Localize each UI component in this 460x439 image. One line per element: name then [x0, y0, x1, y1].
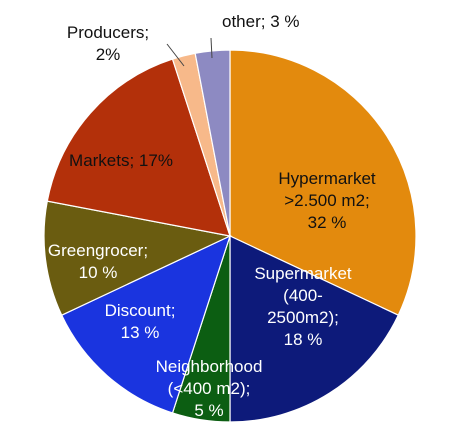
data-label-neighborhood: Neighborhood (<400 m2); 5 %	[156, 357, 263, 420]
data-label-greengrocer: Greengrocer; 10 %	[48, 241, 148, 282]
data-label-line: Markets; 17%	[69, 151, 173, 170]
data-label-line: Hypermarket	[278, 169, 376, 188]
data-label-line: Neighborhood	[156, 357, 263, 376]
data-label-line: 10 %	[79, 263, 118, 282]
data-label-other: other; 3 %	[222, 12, 300, 31]
pie-slice-markets	[46, 58, 231, 237]
data-label-discount: Discount; 13 %	[105, 301, 176, 342]
data-label-line: Supermarket	[254, 264, 352, 283]
leader-line-other	[210, 37, 213, 59]
data-label-line: Greengrocer;	[48, 241, 148, 260]
leader-line-producers	[166, 43, 185, 67]
data-label-line: (<400 m2);	[168, 379, 251, 398]
pie-slice-supermarket	[229, 235, 400, 423]
data-label-line: 32 %	[308, 213, 347, 232]
data-label-line: 2%	[96, 45, 121, 64]
data-label-supermarket: Supermarket (400- 2500m2); 18 %	[254, 264, 352, 349]
data-label-line: 13 %	[121, 323, 160, 342]
pie-slice-discount	[60, 234, 231, 414]
data-label-line: (400-	[283, 286, 323, 305]
data-label-line: 5 %	[194, 401, 223, 420]
pie-slice-other	[194, 49, 231, 237]
data-label-line: >2.500 m2;	[284, 191, 370, 210]
data-label-hypermarket: Hypermarket >2.500 m2; 32 %	[278, 169, 376, 232]
pie-slice-hypermarket	[229, 49, 417, 316]
data-label-line: Discount;	[105, 301, 176, 320]
data-label-producers: Producers; 2%	[67, 23, 149, 64]
data-label-line: 18 %	[284, 330, 323, 349]
data-label-line: Producers;	[67, 23, 149, 42]
data-label-line: other; 3 %	[222, 12, 300, 31]
data-label-line: 2500m2);	[267, 308, 339, 327]
pie-slice-greengrocer	[43, 200, 232, 316]
data-label-markets: Markets; 17%	[69, 151, 173, 170]
